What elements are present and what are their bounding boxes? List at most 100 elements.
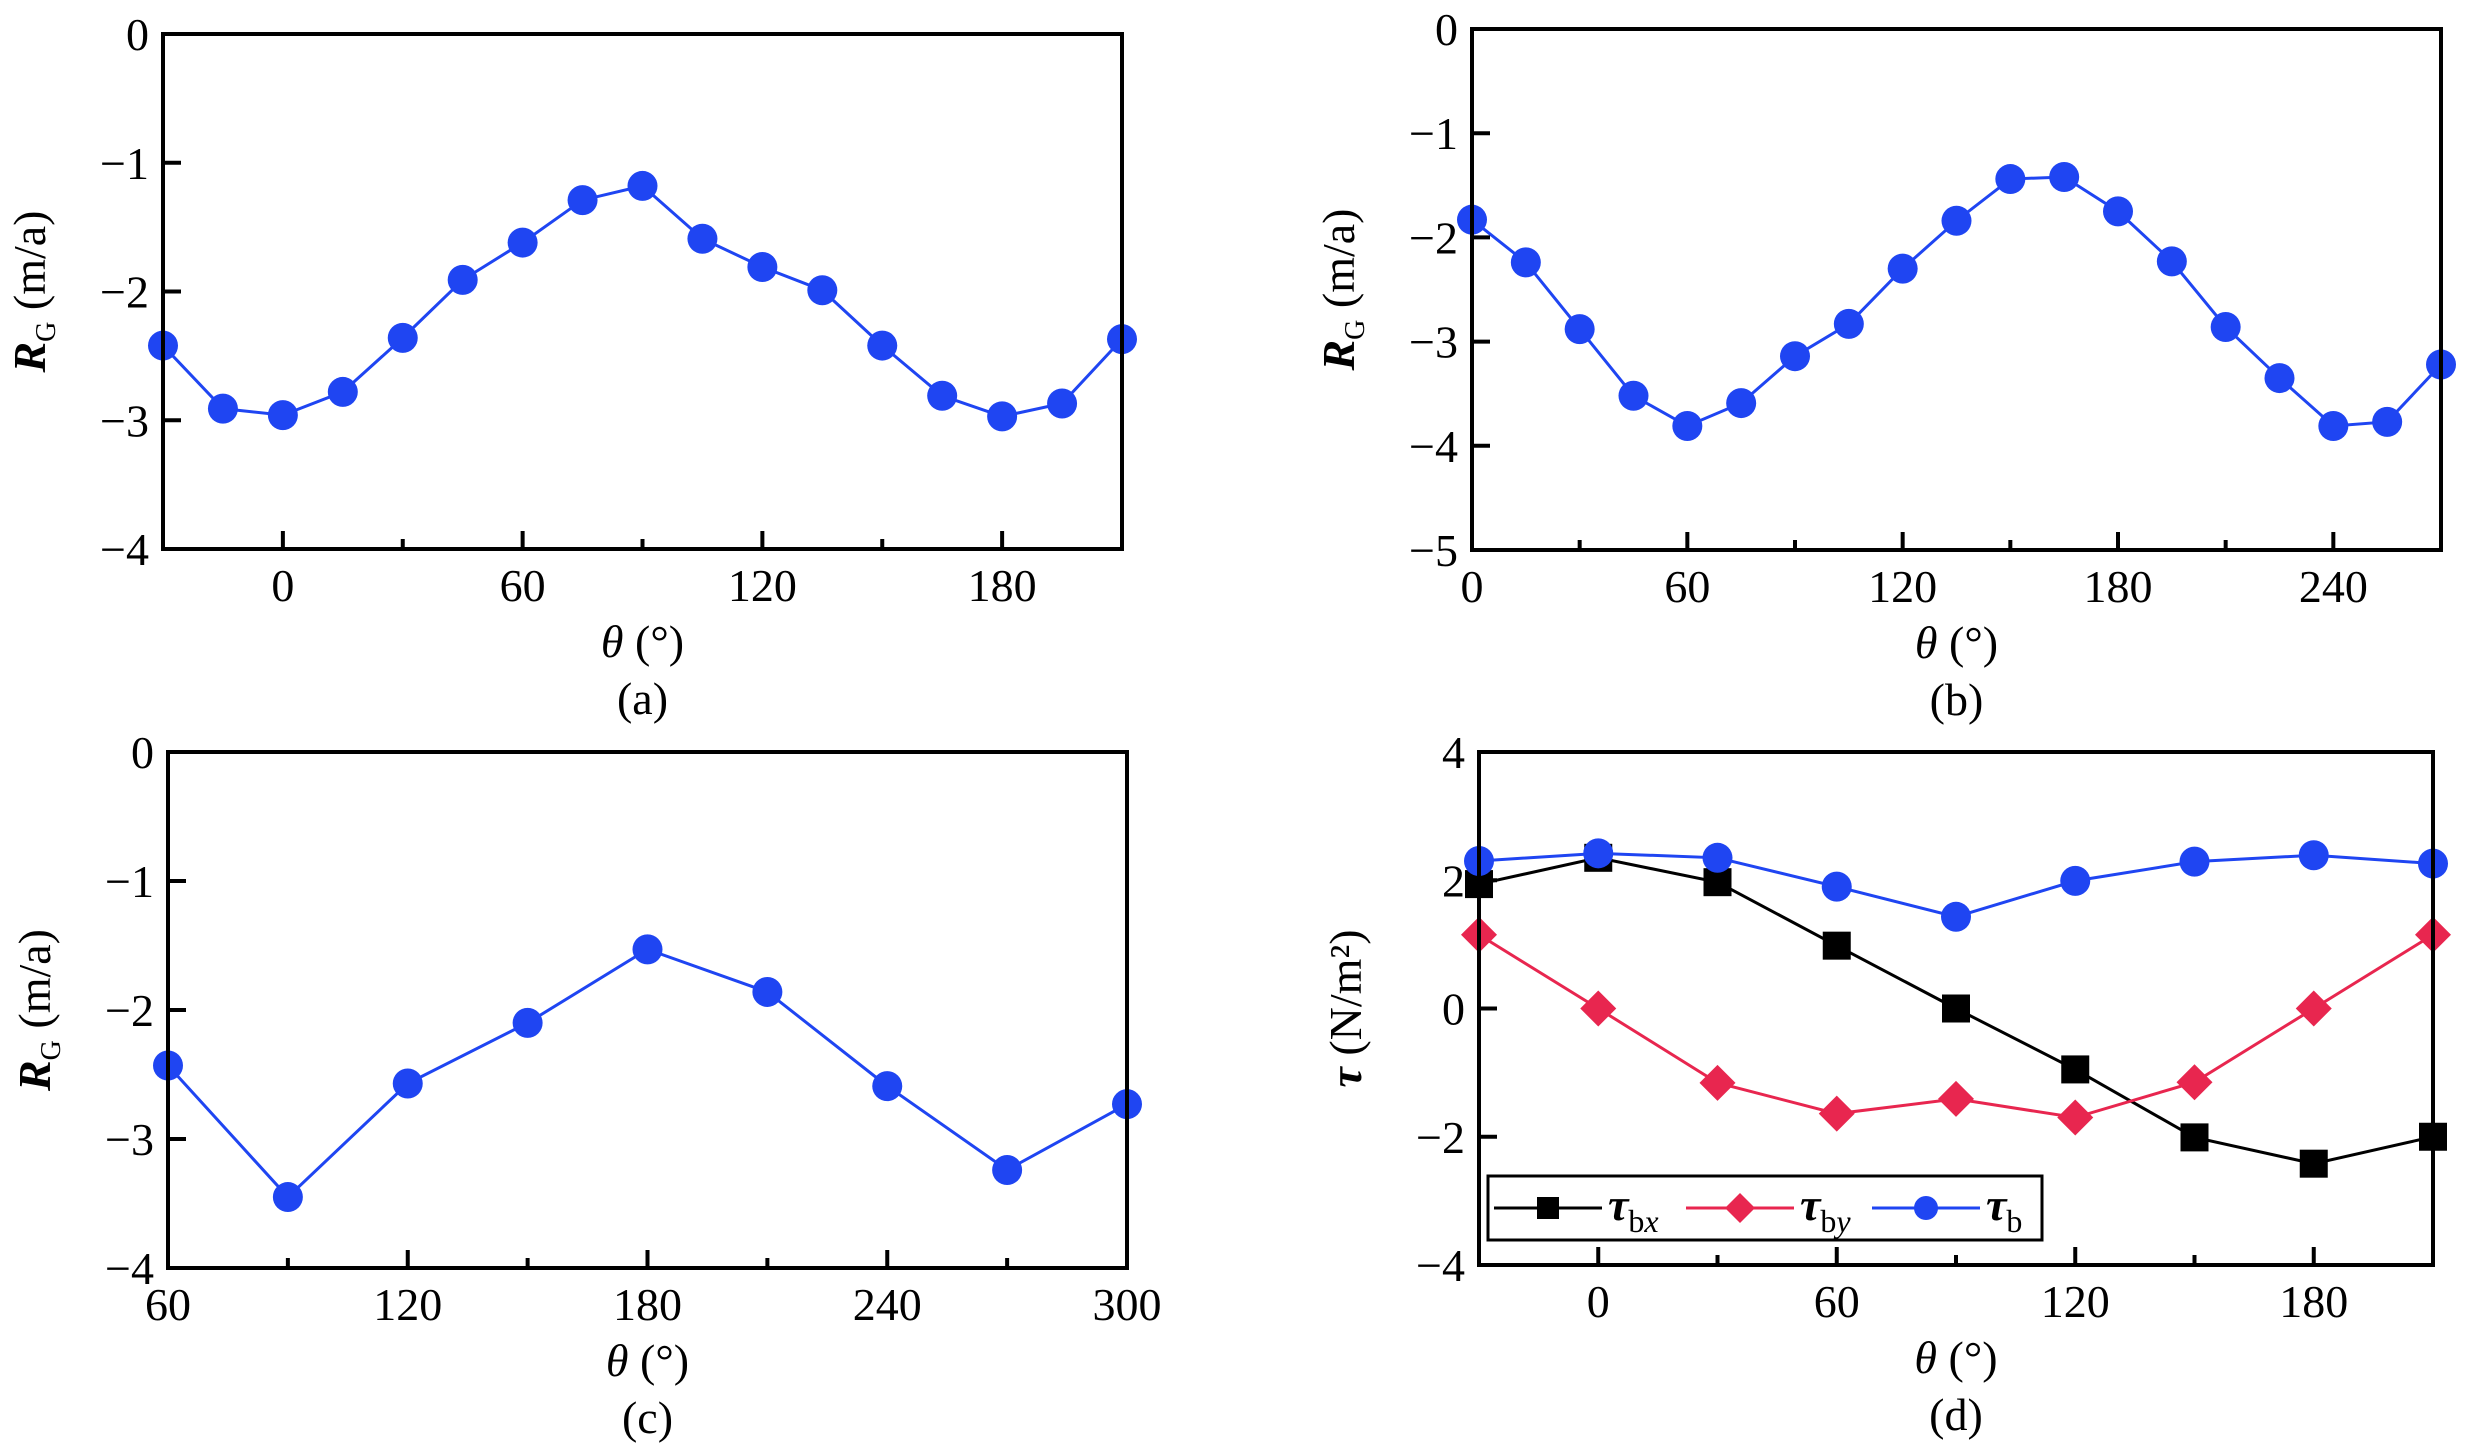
x-tick-label-c: 180 [613, 1279, 682, 1330]
chart-panel-d: 0 60 120 180 4 2 0 −2 −4 θ (°) (d) τ (N/m²) τbx τby τb [1320, 727, 2451, 1440]
data-point-d-0-4 [1942, 994, 1970, 1023]
y-tick-label-a: −2 [100, 267, 149, 318]
y-tick-label-d: −4 [1416, 1240, 1465, 1291]
y-axis-title-d: τ (N/m²) [1320, 929, 1371, 1087]
data-point-d-0-3 [1822, 931, 1851, 960]
plot-frame-b [1470, 27, 2443, 552]
data-point-d-1-2 [1699, 1064, 1736, 1101]
legend-item-bx: τbx [1494, 1179, 1659, 1239]
x-tick-label-c: 120 [373, 1279, 442, 1330]
data-point-b-0-12 [2103, 196, 2133, 227]
y-tick-label-d: 2 [1442, 855, 1465, 906]
data-point-c-0-6 [872, 1071, 903, 1102]
data-point-b-0-4 [1672, 411, 1703, 442]
data-point-b-0-3 [1618, 380, 1649, 411]
panel-label-d: (d) [1929, 1389, 1983, 1440]
x-tick-label-b: 180 [2084, 561, 2153, 612]
x-axis-title-d: θ (°) [1914, 1332, 1997, 1383]
y-tick-label-b: 0 [1435, 4, 1458, 55]
data-point-a-0-14 [987, 401, 1018, 432]
y-axis-title-b: RG (m/a) [1313, 208, 1371, 371]
legend-marker-circle-icon [1914, 1196, 1938, 1220]
panels: 0 60 120 180 0 −1 −2 −3 −4 θ (°) (a) RG (m/a) 0 60 120… [4, 4, 2456, 1443]
data-point-d-1-3 [1818, 1095, 1855, 1132]
y-axis-title-a: RG (m/a) [4, 210, 62, 373]
x-tick-label-d: 0 [1587, 1276, 1610, 1327]
y-tick-label-a: 0 [126, 9, 149, 60]
data-point-b-0-2 [1564, 314, 1595, 345]
y-tick-label-d: 4 [1442, 727, 1465, 778]
legend-marker-square-icon [1537, 1197, 1559, 1219]
y-tick-label-c: −1 [105, 856, 154, 907]
chart-panel-b: 0 60 120 180 240 0 −1 −2 −3 −4 −5 θ (°) (b) RG (m/a) [1313, 4, 2456, 725]
legend-label: τb [1986, 1179, 2022, 1239]
x-axis-title-b: θ (°) [1915, 617, 1998, 668]
data-point-d-2-4 [1941, 901, 1971, 932]
x-tick-label-c: 240 [853, 1279, 922, 1330]
data-point-c-0-1 [272, 1182, 303, 1213]
legend-marker-diamond-icon [1725, 1193, 1755, 1223]
data-point-a-0-12 [867, 330, 898, 361]
x-tick-label-c: 300 [1093, 1279, 1162, 1330]
data-point-a-0-9 [687, 223, 718, 254]
series-line-c-0 [166, 947, 1128, 1200]
data-point-d-2-7 [2298, 840, 2329, 871]
x-tick-label-c: 60 [145, 1279, 191, 1330]
x-tick-label-b: 120 [1868, 561, 1937, 612]
y-tick-label-c: −2 [105, 985, 154, 1036]
plot-frame-c [166, 750, 1129, 1270]
x-tick-label-d: 120 [2041, 1276, 2110, 1327]
y-tick-label-a: −3 [100, 395, 149, 446]
chart-panel-c: 60 120 180 240 300 0 −1 −2 −3 −4 θ (°) (c) RG (m/a) [9, 727, 1162, 1443]
panel-label-c: (c) [622, 1392, 673, 1443]
data-point-a-0-5 [447, 264, 478, 295]
x-axis-title-c: θ (°) [606, 1335, 689, 1386]
x-tick-label-d: 60 [1814, 1276, 1860, 1327]
data-point-b-0-10 [1995, 164, 2026, 195]
data-point-d-0-7 [2299, 1149, 2328, 1178]
data-point-b-0-16 [2318, 411, 2349, 442]
data-point-c-0-3 [512, 1007, 543, 1038]
data-point-c-0-5 [752, 976, 783, 1007]
data-point-a-0-4 [387, 322, 418, 353]
data-point-b-0-13 [2156, 246, 2187, 277]
y-tick-label-d: −2 [1416, 1112, 1465, 1163]
y-tick-label-b: −2 [1409, 212, 1458, 263]
data-point-a-0-7 [567, 185, 598, 216]
data-point-d-0-6 [2180, 1123, 2209, 1152]
data-point-d-1-7 [2295, 990, 2332, 1027]
x-tick-label-a: 0 [271, 560, 294, 611]
data-point-a-0-2 [267, 400, 298, 431]
x-tick-label-a: 120 [728, 560, 797, 611]
series-line-a-0 [161, 184, 1124, 418]
data-point-d-1-6 [2176, 1064, 2213, 1101]
data-point-d-1-5 [2057, 1099, 2094, 1136]
legend-d: τbx τby τb [1486, 1174, 2044, 1242]
data-point-a-0-6 [507, 227, 538, 258]
x-tick-label-b: 0 [1461, 561, 1484, 612]
data-point-a-0-15 [1047, 388, 1078, 419]
data-point-d-2-1 [1583, 838, 1614, 869]
x-axis-title-a: θ (°) [601, 616, 684, 667]
legend-label: τbx [1608, 1179, 1659, 1239]
x-tick-label-a: 60 [500, 560, 546, 611]
data-point-a-0-11 [807, 275, 838, 306]
data-point-b-0-15 [2264, 363, 2295, 394]
y-tick-label-b: −1 [1409, 108, 1458, 159]
x-tick-label-b: 240 [2299, 561, 2368, 612]
data-point-b-0-5 [1726, 388, 1757, 419]
y-axis-title-c: RG (m/a) [9, 929, 67, 1092]
data-point-a-0-8 [627, 170, 658, 201]
data-point-d-2-2 [1702, 842, 1733, 873]
data-point-a-0-1 [207, 393, 238, 424]
data-point-d-2-3 [1821, 871, 1852, 902]
data-point-b-0-1 [1510, 247, 1541, 278]
y-tick-label-a: −4 [100, 524, 149, 575]
y-tick-label-b: −5 [1409, 525, 1458, 576]
y-tick-label-c: −3 [105, 1114, 154, 1165]
y-tick-label-b: −4 [1409, 421, 1458, 472]
x-tick-label-b: 60 [1664, 561, 1710, 612]
data-point-a-0-13 [927, 380, 958, 411]
legend-item-by: τby [1686, 1179, 1851, 1239]
